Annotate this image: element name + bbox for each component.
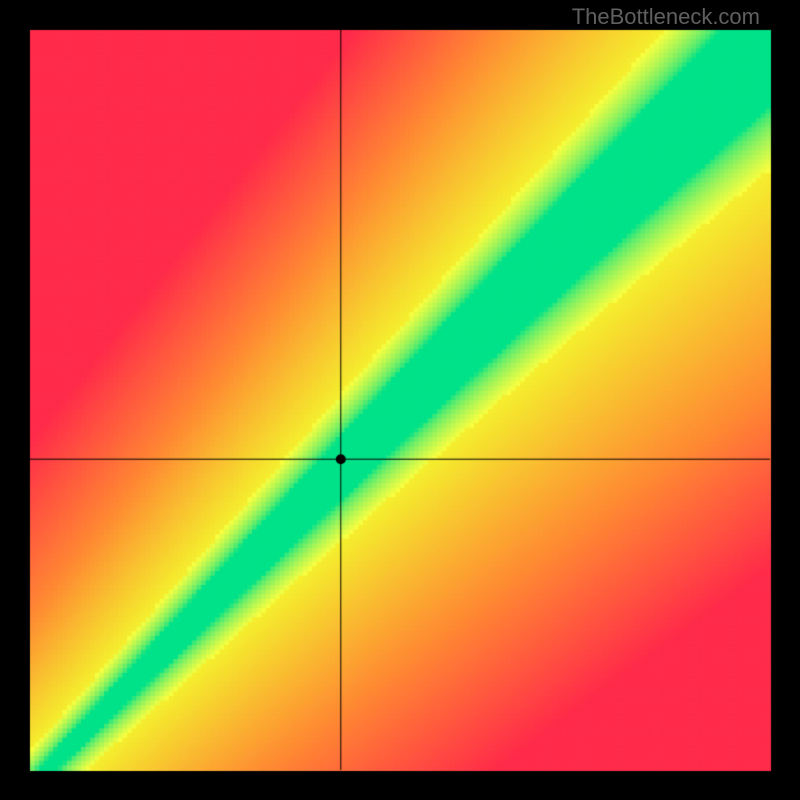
watermark-label: TheBottleneck.com [572, 4, 760, 30]
bottleneck-heatmap [0, 0, 800, 800]
